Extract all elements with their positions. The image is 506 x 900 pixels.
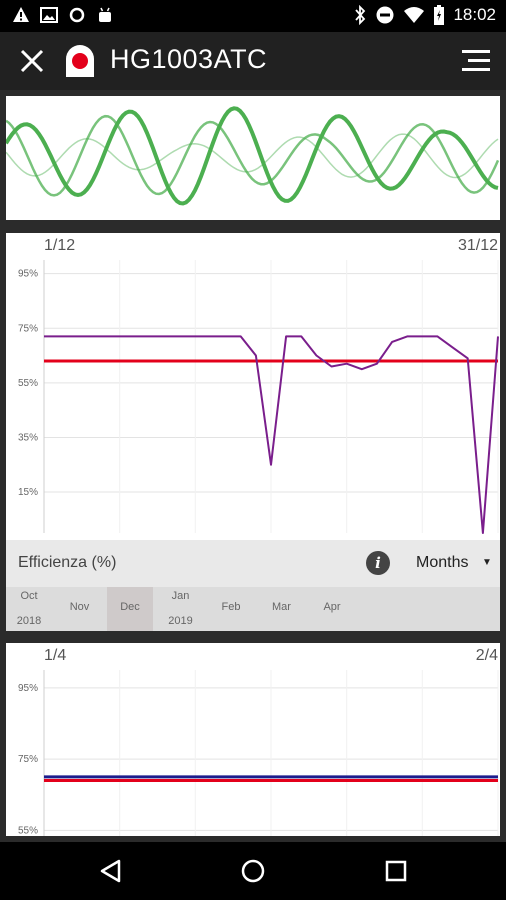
wave-graphic [4,106,500,206]
efficiency-chart[interactable]: 95% 75% 55% 35% 15% [6,233,500,540]
dropdown-arrow-icon[interactable]: ▼ [482,557,492,568]
y-tick-label: 75% [18,754,38,765]
period-dropdown[interactable]: Months [416,554,469,571]
navigation-bar [0,842,506,900]
range-start-label-2: 1/4 [44,647,67,664]
range-start-label: 1/12 [44,237,76,254]
wave-animation-card [4,96,500,220]
y-tick-label: 15% [18,487,38,498]
y-tick-label: 35% [18,432,38,443]
status-time: 18:02 [453,5,496,24]
timeline-item-mar[interactable]: Mar [259,587,305,631]
close-icon[interactable] [16,45,48,77]
battery-icon [434,5,445,25]
secondary-chart-card: 1/4 2/4 95% 75% 55% [6,643,500,836]
y-tick-label: 55% [18,825,38,836]
app-logo [66,45,94,77]
page-title: HG1003ATC [110,44,268,74]
info-icon[interactable]: i [366,551,390,575]
efficiency-chart-card: 1/12 31/12 95% 75% 55% 35% 15% Efficienza (%… [6,233,500,631]
timeline-month-label: Oct [20,590,38,602]
timeline-year-label: 2019 [168,615,193,627]
timeline-month-label: Feb [221,601,241,613]
y-tick-label: 95% [18,269,38,280]
timeline-month-label: Jan [171,590,190,602]
warning-icon [13,7,29,22]
y-tick-label: 55% [18,378,38,389]
series-line [44,335,499,534]
secondary-chart[interactable]: 95% 75% 55% [6,643,500,836]
timeline-item-apr[interactable]: Apr [309,587,355,631]
app-bar: HG1003ATC [0,32,506,90]
timeline-item-feb[interactable]: Feb [208,587,254,631]
timeline-month-label: Apr [323,601,341,613]
timeline-month-label: Nov [69,601,90,613]
wifi-icon [404,7,425,23]
do-not-disturb-icon [376,6,394,24]
timeline-item-jan[interactable]: Jan 2019 [158,587,204,631]
status-bar: 18:02 [0,0,506,32]
recents-icon[interactable] [383,858,409,884]
chart-controls: Efficienza (%) i Months ▼ Oct 2018 Nov Dec J… [6,540,500,631]
timeline-item-dec[interactable]: Dec [107,587,153,631]
range-end-label-2: 2/4 [475,647,498,664]
back-icon[interactable] [98,858,124,884]
y-tick-label: 95% [18,683,38,694]
metric-label: Efficienza (%) [18,554,117,571]
month-timeline[interactable]: Oct 2018 Nov Dec Jan 2019 Feb Mar Apr [6,587,500,631]
circle-icon [69,7,85,23]
y-tick-label: 75% [18,323,38,334]
home-icon[interactable] [240,858,266,884]
android-icon [99,7,111,22]
bluetooth-icon [355,5,366,25]
timeline-item-oct[interactable]: Oct 2018 [6,587,52,631]
timeline-month-label: Dec [120,601,140,613]
image-icon [40,7,58,23]
timeline-month-label: Mar [272,601,291,613]
range-end-label: 31/12 [457,237,498,254]
timeline-item-nov[interactable]: Nov [57,587,103,631]
timeline-year-label: 2018 [16,615,42,627]
menu-icon[interactable] [460,47,492,75]
